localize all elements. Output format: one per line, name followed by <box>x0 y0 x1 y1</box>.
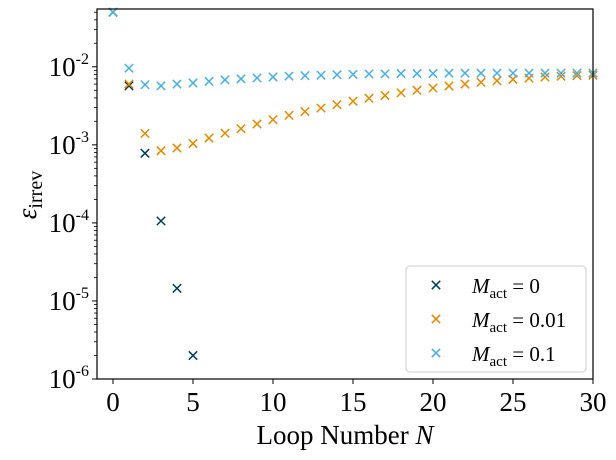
x-tick-label: 10 <box>260 387 287 417</box>
data-point <box>236 123 246 134</box>
data-point <box>124 63 134 73</box>
y-tick-label: 10-3 <box>49 129 89 160</box>
data-point <box>396 88 406 98</box>
data-point <box>252 119 262 129</box>
data-point <box>316 103 326 113</box>
data-point <box>300 70 310 81</box>
data-point <box>460 79 470 89</box>
data-point <box>156 216 166 226</box>
y-tick-label: 10-2 <box>49 51 89 82</box>
data-point <box>284 110 294 121</box>
y-axis-title: εirrev <box>12 171 47 219</box>
data-point <box>396 68 406 79</box>
data-point <box>508 68 518 78</box>
data-point <box>268 72 278 82</box>
data-point <box>492 68 502 78</box>
y-axis: 10-2 10-3 10-4 10-5 10-6 <box>49 11 97 394</box>
data-point <box>412 68 422 79</box>
data-point <box>524 68 534 78</box>
data-point <box>300 106 310 117</box>
legend-label: Mact = 0.01 <box>471 308 566 336</box>
series-0 <box>108 7 198 361</box>
data-point <box>364 93 374 104</box>
data-point <box>348 96 358 106</box>
legend: Mact = 0 Mact = 0.01 Mact = 0.1 <box>405 265 587 373</box>
x-axis: 0 5 10 15 20 25 30 <box>106 379 607 417</box>
data-point <box>380 90 390 101</box>
data-point <box>572 68 582 78</box>
data-point <box>380 69 390 79</box>
data-point <box>156 81 166 91</box>
legend-label: Mact = 0.1 <box>471 342 556 370</box>
data-points <box>108 7 598 361</box>
data-point <box>428 68 438 79</box>
data-point <box>476 68 486 78</box>
data-point <box>284 71 294 81</box>
legend-marker <box>431 280 441 290</box>
legend-marker <box>431 348 441 358</box>
data-point <box>188 138 198 149</box>
data-point <box>156 146 166 156</box>
data-point <box>316 70 326 80</box>
x-tick-label: 30 <box>580 387 607 417</box>
data-point <box>556 68 566 78</box>
plot-frame <box>96 8 594 380</box>
x-tick-label: 15 <box>340 387 367 417</box>
data-point <box>556 71 566 81</box>
data-point <box>428 83 438 93</box>
x-axis-title: Loop Number N <box>257 420 436 450</box>
legend-label: Mact = 0 <box>471 274 540 302</box>
data-point <box>188 78 198 88</box>
data-point <box>140 148 150 158</box>
y-tick-label: 10-4 <box>49 207 89 238</box>
data-point <box>540 72 550 82</box>
data-point <box>492 76 502 86</box>
series-2 <box>108 7 598 91</box>
legend-box <box>405 265 587 373</box>
series-1 <box>124 70 598 156</box>
data-point <box>204 76 214 87</box>
data-point <box>188 350 198 361</box>
data-point <box>220 128 230 138</box>
x-tick-label: 25 <box>500 387 527 417</box>
data-point <box>172 283 182 294</box>
data-point <box>124 79 134 89</box>
data-point <box>204 133 214 143</box>
data-point <box>124 81 134 91</box>
data-point <box>412 85 422 96</box>
y-tick-label: 10-6 <box>49 363 89 394</box>
data-point <box>444 68 454 78</box>
data-point <box>236 74 246 84</box>
data-point <box>172 143 182 153</box>
x-tick-label: 0 <box>106 387 120 417</box>
y-tick-label: 10-5 <box>49 285 89 316</box>
data-point <box>476 77 486 88</box>
legend-marker <box>431 314 441 324</box>
data-point <box>364 69 374 79</box>
data-point <box>172 79 182 89</box>
data-point <box>348 69 358 80</box>
data-point <box>572 70 582 81</box>
data-point <box>220 75 230 85</box>
data-point <box>540 68 550 78</box>
data-point <box>444 81 454 91</box>
data-point <box>140 79 150 90</box>
x-tick-label: 5 <box>186 387 200 417</box>
x-tick-label: 20 <box>420 387 447 417</box>
data-point <box>332 70 342 80</box>
data-point <box>460 68 470 78</box>
data-point <box>332 99 342 110</box>
data-point <box>140 128 150 139</box>
data-point <box>252 73 262 83</box>
data-point <box>268 114 278 125</box>
